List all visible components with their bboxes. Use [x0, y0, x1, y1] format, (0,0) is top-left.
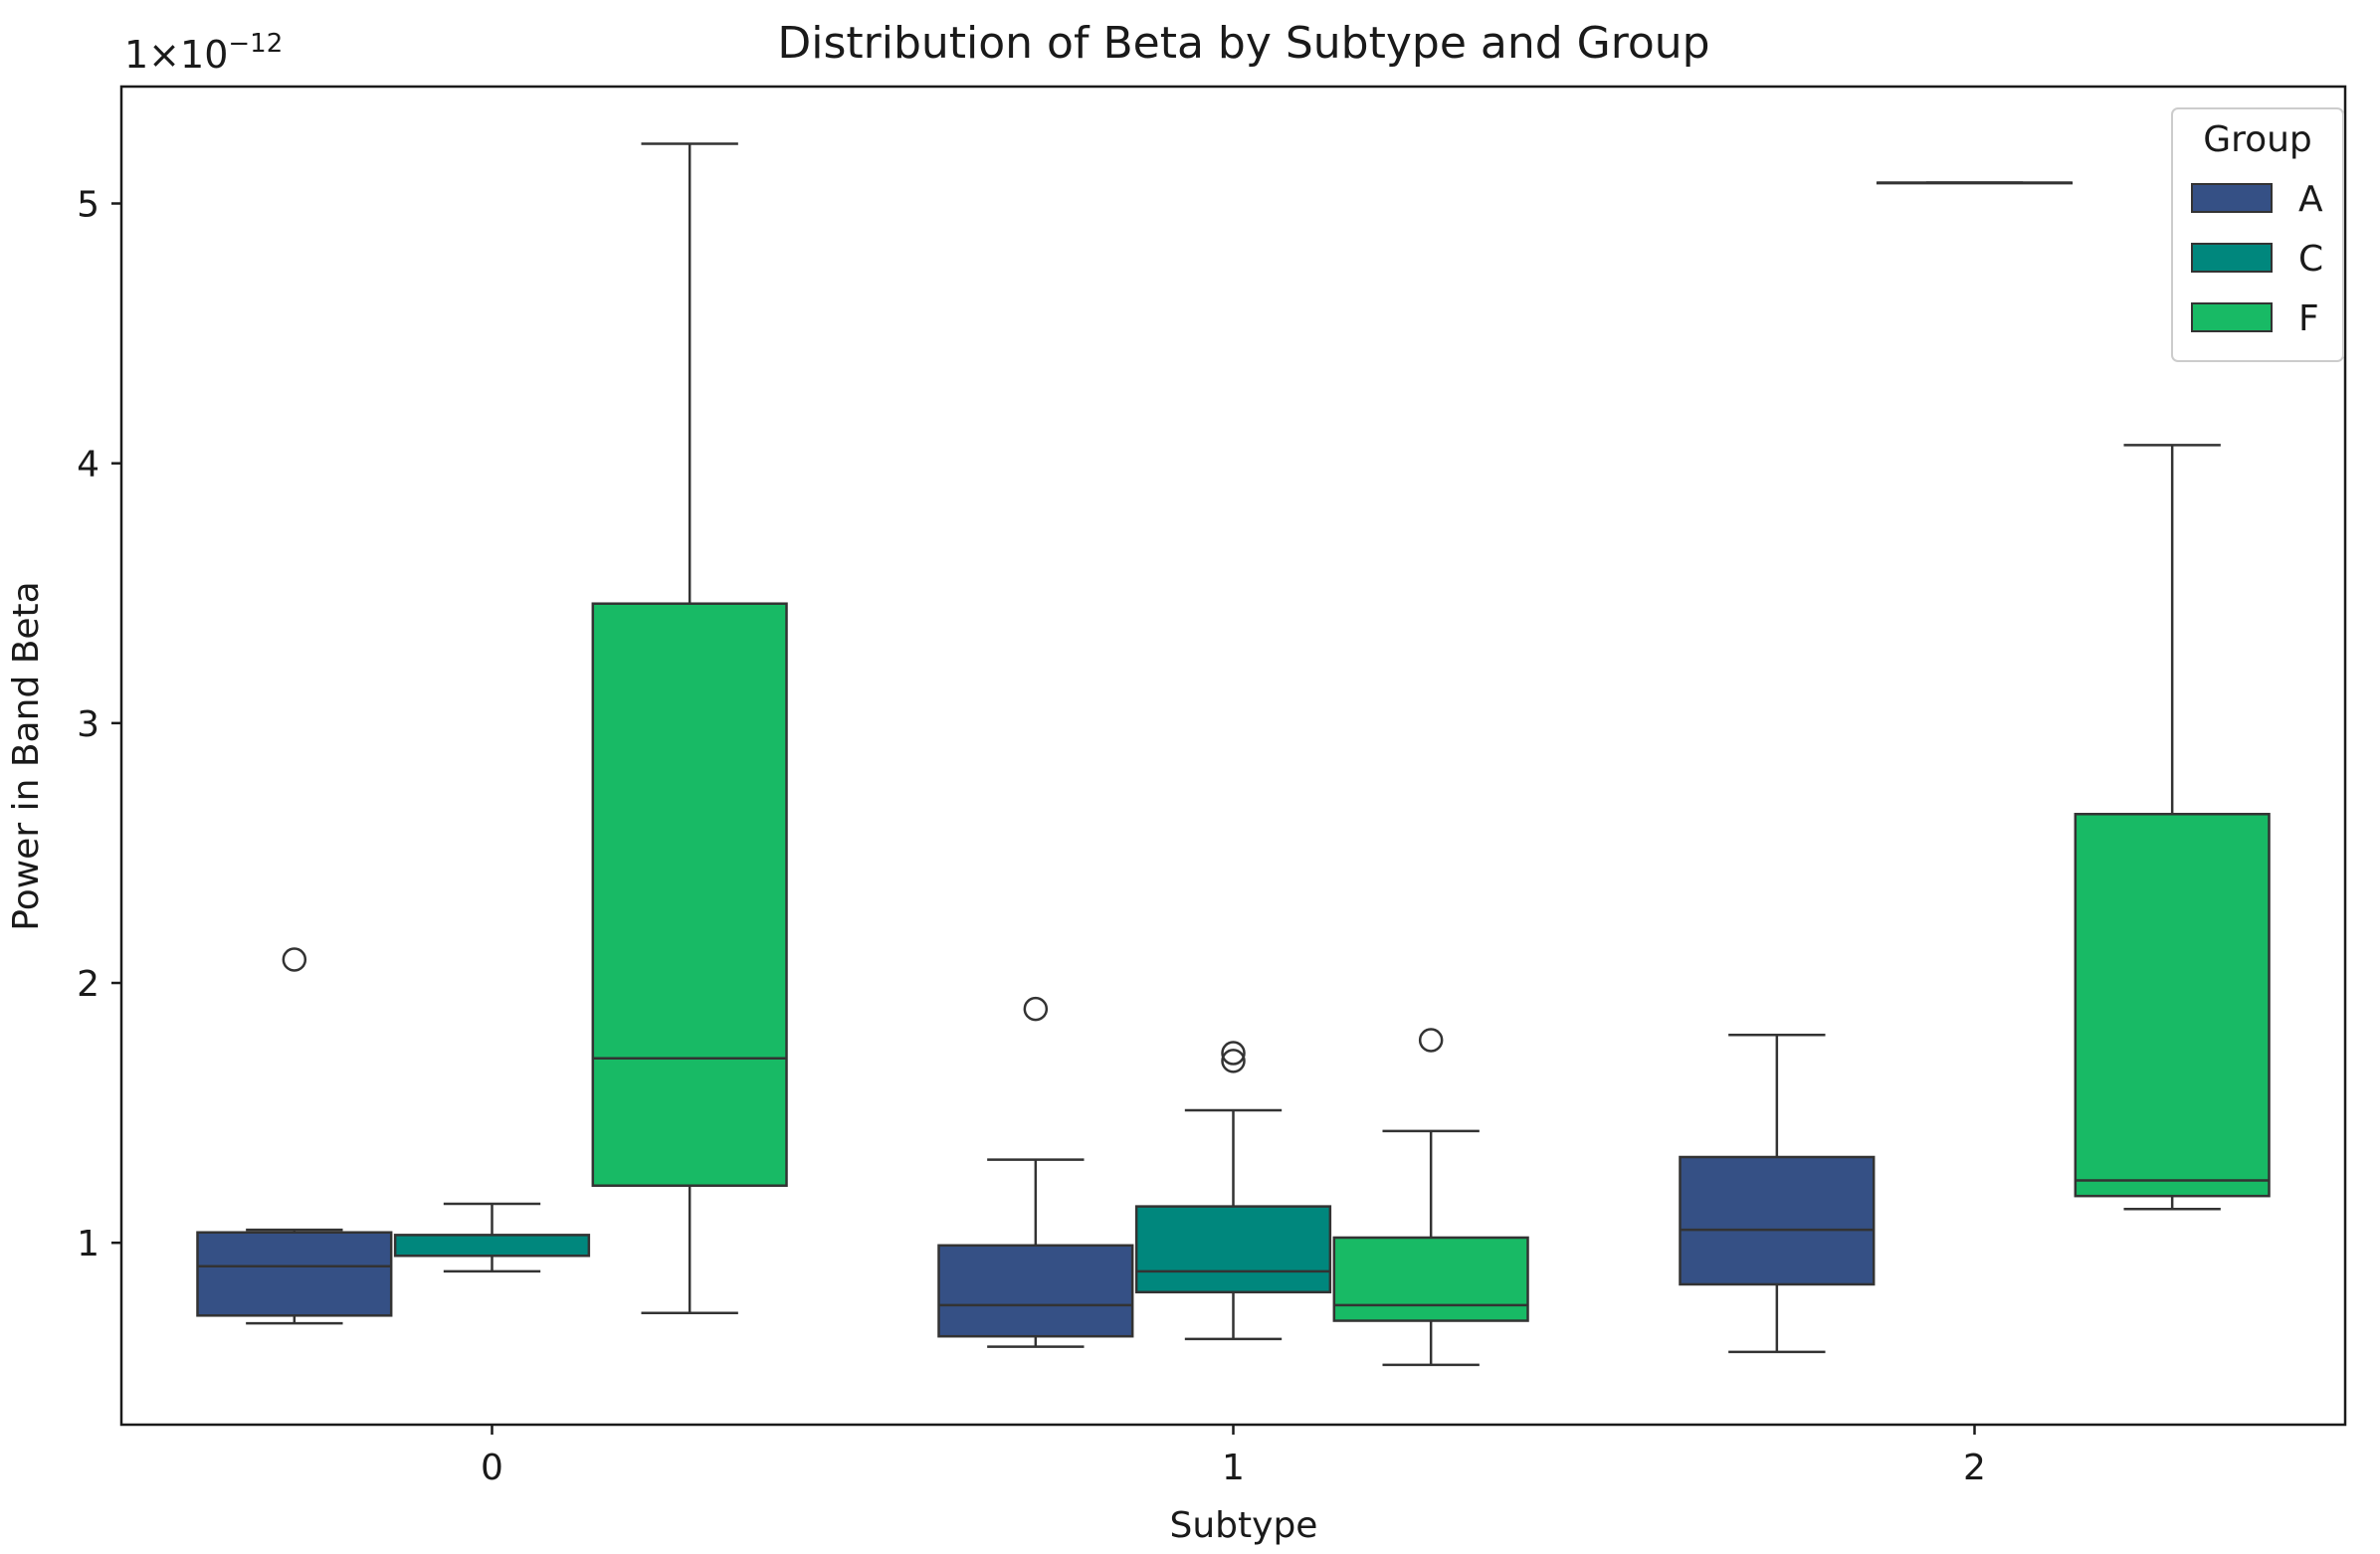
legend-item-f: F	[2191, 298, 2319, 339]
chart-title: Distribution of Beta by Subtype and Grou…	[777, 18, 1709, 69]
box-a-subtype-0	[196, 947, 393, 1325]
x-tick-label: 1	[1222, 1448, 1245, 1488]
box-f-subtype-1	[1332, 1028, 1529, 1367]
legend-swatch	[2191, 243, 2273, 273]
box-iqr	[1134, 1205, 1332, 1294]
legend-title: Group	[2203, 119, 2312, 160]
box-f-subtype-0	[591, 142, 788, 1314]
box-c-subtype-1	[1134, 1041, 1332, 1341]
box-a-subtype-1	[937, 996, 1134, 1348]
box-iqr	[2074, 813, 2271, 1198]
box-iqr	[1679, 1155, 1876, 1286]
y-offset-base: 1×10	[124, 33, 228, 77]
legend-label: C	[2298, 239, 2323, 280]
legend-item-c: C	[2191, 239, 2323, 280]
y-axis-label: Power in Band Beta	[6, 581, 47, 930]
legend-frame	[2171, 107, 2344, 362]
legend-label: F	[2298, 298, 2319, 339]
x-axis-ticks: 0 1 2	[481, 1425, 1986, 1488]
x-tick-label: 0	[481, 1448, 503, 1488]
box-f-subtype-2	[2074, 444, 2271, 1211]
legend-swatch	[2191, 183, 2273, 213]
outlier-point	[1221, 1049, 1246, 1073]
legend-label: A	[2298, 179, 2323, 220]
legend-items: ACF	[2191, 179, 2323, 339]
x-axis-label: Subtype	[1170, 1505, 1318, 1546]
box-iqr	[196, 1231, 393, 1317]
box-iqr	[937, 1244, 1134, 1338]
box-c-subtype-2	[1876, 181, 2074, 185]
box-c-subtype-0	[393, 1202, 591, 1273]
legend-item-a: A	[2191, 179, 2323, 220]
y-tick-label: 3	[77, 704, 99, 745]
y-axis-ticks: 1 2 3 4 5	[77, 185, 121, 1264]
y-tick-label: 5	[77, 185, 99, 226]
legend-swatch	[2191, 302, 2273, 332]
x-tick-label: 2	[1963, 1448, 1986, 1488]
box-iqr	[591, 602, 788, 1187]
legend: Group ACF	[2171, 107, 2344, 362]
outlier-point	[1221, 1041, 1246, 1066]
box-iqr	[393, 1234, 591, 1258]
outlier-point	[1023, 996, 1049, 1022]
y-tick-label: 2	[77, 964, 99, 1005]
outlier-point	[282, 947, 307, 972]
y-offset-exponent: −12	[228, 29, 283, 59]
plot-area	[119, 85, 2347, 1427]
y-tick-label: 1	[77, 1224, 99, 1264]
box-iqr	[1332, 1236, 1529, 1322]
y-tick-label: 4	[77, 445, 99, 486]
box-a-subtype-2	[1679, 1034, 1876, 1354]
outlier-point	[1418, 1028, 1444, 1053]
y-offset-label: 1×10−12	[124, 29, 283, 77]
